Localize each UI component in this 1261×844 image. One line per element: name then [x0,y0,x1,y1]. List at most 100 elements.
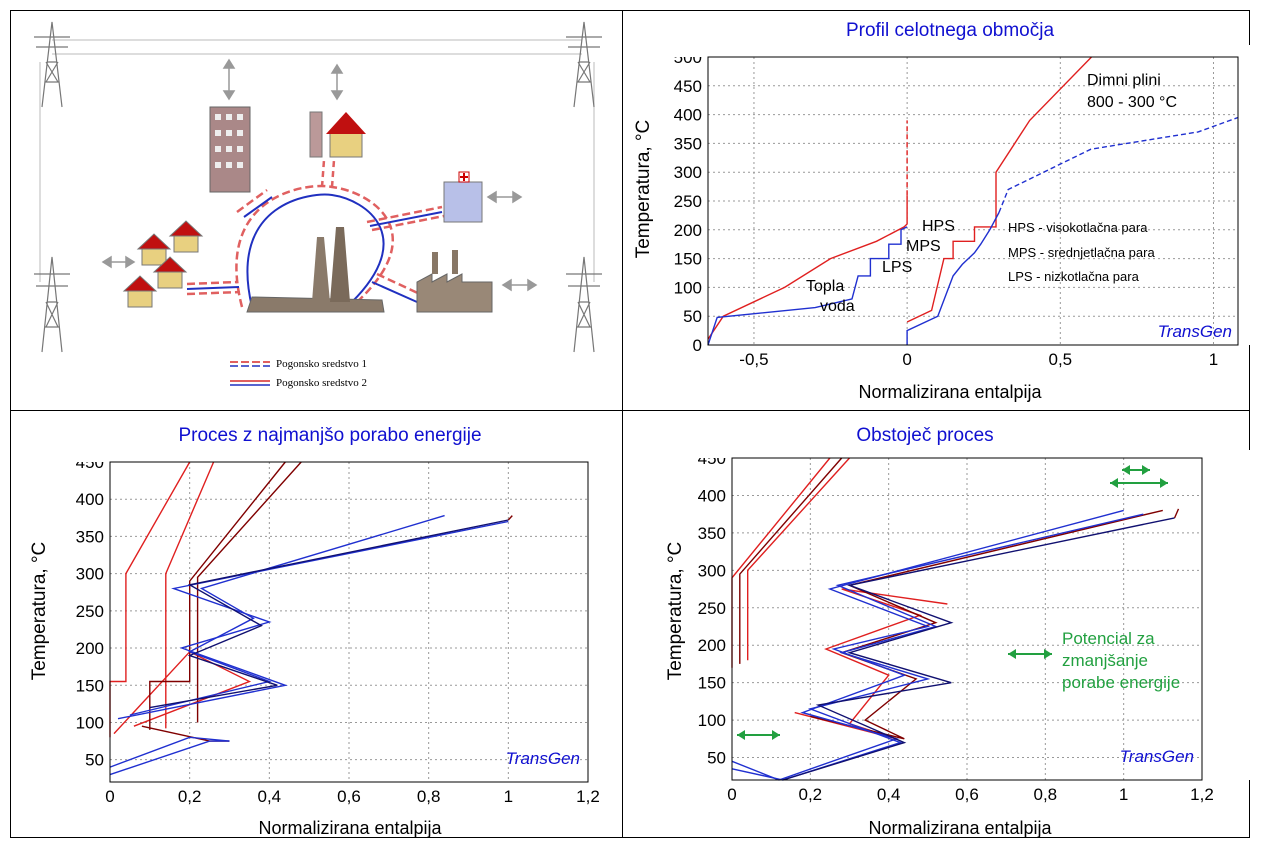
pylon-bottom-right [566,256,602,353]
series-line-darkred [149,461,286,730]
series-line-darkblue [149,519,509,709]
series-line-red [747,457,851,661]
y-tick-label: 250 [674,192,702,211]
series-line-blue [998,116,1239,213]
x-tick-label: 0,4 [877,785,901,804]
exchange-arrows [101,58,538,292]
y-tick-label: 100 [76,713,104,732]
y-tick-label: 450 [674,77,702,96]
pylon-bottom-left [34,256,70,353]
series-line-darkred [507,515,513,521]
y-tick-label: 300 [698,561,726,580]
diagram-legend: Pogonsko sredstvo 1 Pogonsko sredstvo 2 [230,358,367,389]
chart2-plot: 0 0,2 0,4 0,6 0,8 1 1,2 50 100 150 200 250 300 350 400… [55,450,615,806]
divider-vertical [622,10,623,838]
power-plant-icon [246,227,385,313]
chart1-brand-label: TransGen [1158,322,1232,341]
clip-mask-top [660,45,1250,57]
x-tick-label: 1 [1209,350,1218,369]
hospital-icon [443,171,483,223]
divider-horizontal [10,410,1250,411]
chart2-brand-label: TransGen [506,749,580,768]
y-tick-label: 100 [698,711,726,730]
y-tick-label: 400 [674,106,702,125]
x-tick-label: 0 [105,787,114,806]
y-tick-label: 100 [674,278,702,297]
chart3-xlabel: Normalizirana entalpija [868,818,1052,838]
series-line-blue [906,212,1000,345]
y-tick-label: 50 [85,751,104,770]
x-tick-label: 1 [504,787,513,806]
chart1-annotation: voda [820,298,855,315]
series-line-darkred [739,457,843,664]
series-line-red [165,461,215,729]
y-tick-label: 300 [674,163,702,182]
legend-label-1: Pogonsko sredstvo 1 [276,358,367,370]
y-tick-label: 150 [76,676,104,695]
y-tick-label: 200 [674,221,702,240]
clip-mask-right [1238,45,1250,345]
clip-mask-right [588,450,615,782]
x-tick-label: 0,4 [258,787,282,806]
series-line-red [707,195,908,340]
y-tick-label: 350 [674,134,702,153]
series-line-darkred [196,461,302,723]
chart3-brand-label: TransGen [1120,747,1194,766]
plot-border [109,461,589,783]
x-tick-label: -0,5 [739,350,768,369]
clip-mask-right [1202,450,1250,780]
plot-border [731,457,1203,781]
chart1-annotation: 800 - 300 °C [1087,94,1177,111]
x-tick-label: 0 [902,350,911,369]
series-line-blue [109,736,230,768]
x-tick-label: 1,2 [576,787,600,806]
chart1-annotation: LPS - nizkotlačna para [1008,269,1140,284]
house-with-chimney-icon [309,111,366,158]
series-line-blue [129,514,445,716]
y-tick-label: 150 [698,674,726,693]
chart1-annotation: LPS [882,259,912,276]
series-line-red [906,50,1098,323]
pylon-top-right [566,21,602,108]
x-tick-label: 0,6 [337,787,361,806]
chart1-annotation: HPS - visokotlačna para [1008,220,1148,235]
chart1-annotation: Dimni plini [1087,72,1161,89]
chart3-potential-label: zmanjšanje [1062,651,1148,670]
chart3-potential-label: porabe energije [1062,673,1180,692]
y-tick-label: 300 [76,565,104,584]
x-tick-label: 0,2 [178,787,202,806]
factory-icon [416,250,493,313]
series-line-blue [731,509,1124,781]
office-building-icon [209,106,251,193]
x-tick-label: 0,5 [1048,350,1072,369]
y-tick-label: 250 [76,602,104,621]
clip-mask-top [55,450,615,462]
x-tick-label: 0 [727,785,736,804]
energy-network-diagram: Pogonsko sredstvo 1 Pogonsko sredstvo 2 [34,21,602,389]
x-tick-label: 0,8 [1034,785,1058,804]
green-arrowhead [1122,465,1150,475]
chart1-annotation: HPS [922,218,955,235]
x-tick-label: 0,6 [955,785,979,804]
power-lines [39,39,595,282]
y-tick-label: 350 [698,524,726,543]
houses-group-icon [122,220,204,308]
series-line-darkred [1173,508,1180,519]
plot-border [707,56,1239,346]
figure-frame [10,10,1250,838]
chart1-title: Profil celotnega območja [845,20,1055,41]
y-tick-label: 350 [76,527,104,546]
chart2-title: Proces z najmanjšo porabo energije [178,425,482,446]
chart2-xlabel: Normalizirana entalpija [258,818,442,838]
chart1-annotation: MPS [906,238,941,255]
chart3-title: Obstoječ proces [856,425,994,446]
y-tick-label: 200 [76,639,104,658]
chart3-plot: 0 0,2 0,4 0,6 0,8 1 1,2 50 100 150 200 250 300 350 400… [680,450,1250,804]
y-tick-label: 50 [707,749,726,768]
chart1-annotation: MPS - srednjetlačna para [1008,245,1155,260]
pipe-network [186,159,445,308]
chart1-plot: -0,5 0 0,5 1050100150200250300350400450500D… [660,45,1250,369]
x-tick-label: 1,2 [1190,785,1214,804]
y-tick-label: 400 [698,486,726,505]
chart3-potential-label: Potencial za [1062,629,1155,648]
